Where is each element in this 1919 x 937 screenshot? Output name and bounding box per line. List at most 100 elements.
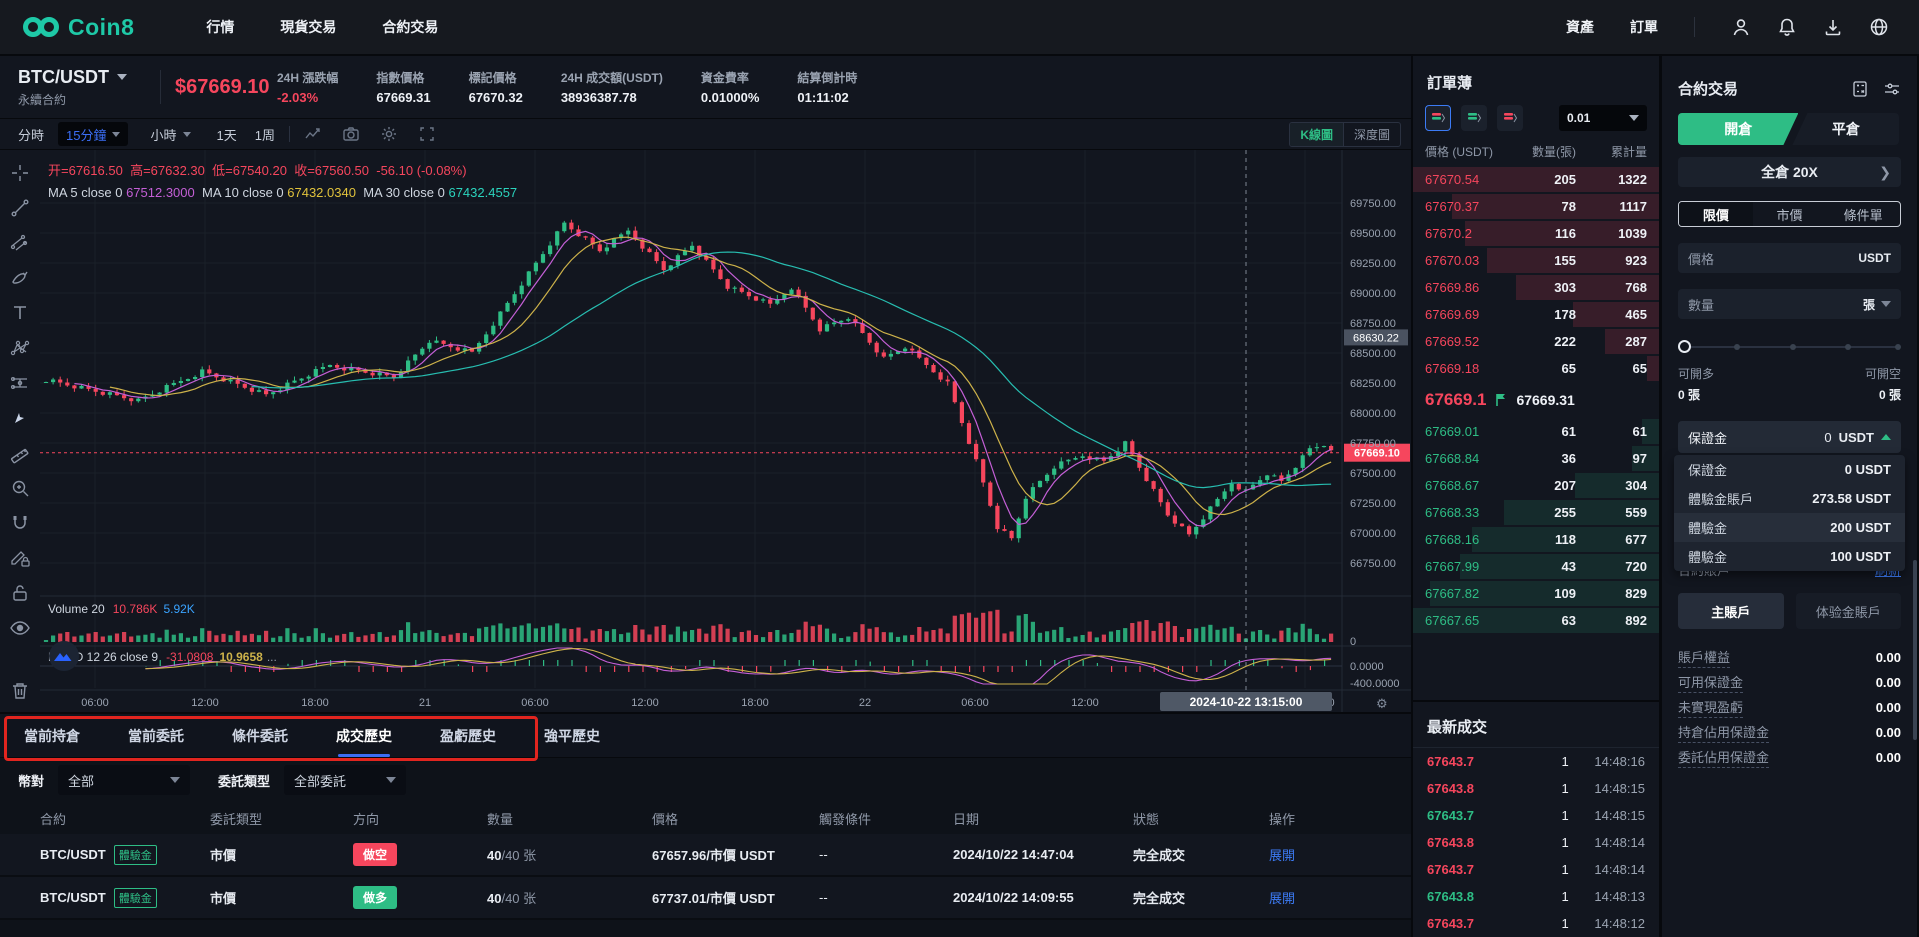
menu-item-futures[interactable]: 合約交易 bbox=[382, 19, 439, 35]
fullscreen-icon[interactable] bbox=[418, 125, 436, 143]
indicator-icon[interactable] bbox=[304, 125, 322, 143]
trendline-icon[interactable] bbox=[9, 197, 31, 219]
globe-icon[interactable] bbox=[1869, 17, 1889, 37]
close-position-tab[interactable]: 平倉 bbox=[1792, 113, 1900, 145]
quantity-slider[interactable] bbox=[1678, 340, 1901, 353]
quantity-input[interactable]: 數量 張 bbox=[1678, 289, 1901, 319]
open-position-tab[interactable]: 開倉 bbox=[1678, 113, 1798, 145]
settings-sliders-icon[interactable] bbox=[1883, 80, 1901, 98]
filter-type-select[interactable]: 全部委託 bbox=[284, 765, 407, 795]
orderbook-view-asks-button[interactable] bbox=[1497, 105, 1523, 131]
history-tab-當前委託[interactable]: 當前委託 bbox=[128, 727, 184, 744]
order-type-tab-條件單[interactable]: 條件單 bbox=[1843, 207, 1883, 223]
orderbook-bid-row[interactable]: 67668.67 207 304 bbox=[1413, 472, 1659, 499]
orderbook-bid-row[interactable]: 67669.01 61 61 bbox=[1413, 418, 1659, 445]
trade-row[interactable]: 67643.8 1 14:48:15 bbox=[1413, 775, 1659, 802]
orderbook-ask-row[interactable]: 67670.54 205 1322 bbox=[1413, 166, 1659, 193]
trade-row[interactable]: 67643.8 1 14:48:13 bbox=[1413, 883, 1659, 910]
history-tab-成交歷史[interactable]: 成交歷史 bbox=[312, 714, 416, 757]
channel-icon[interactable] bbox=[9, 232, 31, 254]
slider-dot[interactable] bbox=[1895, 344, 1901, 350]
text-icon[interactable] bbox=[9, 302, 31, 324]
orderbook-view-both-button[interactable] bbox=[1425, 105, 1451, 131]
orderbook-ask-row[interactable]: 67670.03 155 923 bbox=[1413, 247, 1659, 274]
menu-item-spot[interactable]: 現貨交易 bbox=[280, 19, 337, 35]
user-icon[interactable] bbox=[1731, 17, 1751, 37]
table-row[interactable]: BTC/USDT 體驗金 市價 做空 40/40 张 67657.96/市價 USDT --… bbox=[0, 834, 1411, 877]
trade-row[interactable]: 67643.8 1 14:48:14 bbox=[1413, 829, 1659, 856]
candlestick-chart[interactable]: 68630.22 67669.10 69750.00 69500.00 69250.00… bbox=[40, 150, 1411, 715]
orderbook-ask-row[interactable]: 67669.52 222 287 bbox=[1413, 328, 1659, 355]
long-short-position-icon[interactable] bbox=[9, 372, 31, 394]
timeframe-1d[interactable]: 1天 bbox=[216, 127, 237, 143]
ruler-icon[interactable] bbox=[9, 442, 31, 464]
orderbook-ask-row[interactable]: 67670.2 116 1039 bbox=[1413, 220, 1659, 247]
scrollbar-thumb[interactable] bbox=[1913, 560, 1917, 740]
eye-icon[interactable] bbox=[9, 617, 31, 639]
depth-view-button[interactable]: 深度圖 bbox=[1342, 122, 1400, 146]
lock-icon[interactable] bbox=[9, 582, 31, 604]
margin-account-select[interactable]: 保證金 0 USDT bbox=[1678, 421, 1901, 453]
leverage-selector[interactable]: 全倉 20X ❯ bbox=[1678, 157, 1901, 187]
camera-icon[interactable] bbox=[342, 125, 360, 143]
order-type-tab-限價[interactable]: 限價 bbox=[1679, 202, 1753, 226]
margin-option[interactable]: 體驗金 200 USDT bbox=[1674, 513, 1905, 542]
expand-link[interactable]: 展開 bbox=[1269, 848, 1296, 863]
drawing-lock-icon[interactable] bbox=[9, 547, 31, 569]
orderbook-bid-row[interactable]: 67667.82 109 829 bbox=[1413, 580, 1659, 607]
trade-row[interactable]: 67643.7 1 14:48:12 bbox=[1413, 910, 1659, 937]
slider-handle[interactable] bbox=[1678, 340, 1691, 353]
timeframe-minutes[interactable]: 分時 bbox=[18, 127, 45, 143]
orderbook-view-bids-button[interactable] bbox=[1461, 105, 1487, 131]
trade-row[interactable]: 67643.7 1 14:48:15 bbox=[1413, 802, 1659, 829]
expand-link[interactable]: 展開 bbox=[1269, 891, 1296, 906]
calculator-icon[interactable] bbox=[1851, 80, 1869, 98]
orderbook-bid-row[interactable]: 67667.65 63 892 bbox=[1413, 607, 1659, 634]
orderbook-bid-row[interactable]: 67668.84 36 97 bbox=[1413, 445, 1659, 472]
timeframe-1w[interactable]: 1周 bbox=[254, 127, 275, 143]
history-tab-條件委託[interactable]: 條件委託 bbox=[232, 727, 288, 744]
trade-row[interactable]: 67643.7 1 14:48:14 bbox=[1413, 856, 1659, 883]
orderbook-ask-row[interactable]: 67670.37 78 1117 bbox=[1413, 193, 1659, 220]
magnet-icon[interactable] bbox=[9, 512, 31, 534]
pair-selector[interactable]: BTC/USDT 永續合約 bbox=[18, 67, 146, 108]
orderbook-bid-row[interactable]: 67668.16 118 677 bbox=[1413, 526, 1659, 553]
crosshair-icon[interactable] bbox=[9, 162, 31, 184]
slider-dot[interactable] bbox=[1845, 344, 1852, 350]
main-account-tab[interactable]: 主賬戶 bbox=[1678, 593, 1784, 629]
coin8-logo[interactable]: Coin8 bbox=[22, 14, 134, 41]
download-icon[interactable] bbox=[1823, 17, 1843, 37]
history-tab-當前持倉[interactable]: 當前持倉 bbox=[24, 727, 80, 744]
orderbook-bid-row[interactable]: 67668.33 255 559 bbox=[1413, 499, 1659, 526]
table-row[interactable]: BTC/USDT 體驗金 市價 做多 40/40 张 67737.01/市價 USDT --… bbox=[0, 877, 1411, 920]
nav-orders-link[interactable]: 訂單 bbox=[1630, 19, 1658, 35]
nav-assets-link[interactable]: 資產 bbox=[1566, 19, 1594, 35]
history-tab-強平歷史[interactable]: 強平歷史 bbox=[544, 727, 600, 744]
zoom-in-icon[interactable] bbox=[9, 477, 31, 499]
order-type-tab-市價[interactable]: 市價 bbox=[1776, 207, 1803, 223]
price-input[interactable]: 價格 USDT bbox=[1678, 243, 1901, 273]
brush-icon[interactable] bbox=[9, 267, 31, 289]
orderbook-bid-row[interactable]: 67667.99 43 720 bbox=[1413, 553, 1659, 580]
timeframe-hour-dropdown[interactable]: 小時 bbox=[142, 122, 198, 146]
trash-icon[interactable] bbox=[9, 680, 31, 702]
orderbook-ask-row[interactable]: 67669.86 303 768 bbox=[1413, 274, 1659, 301]
history-tab-盈虧歷史[interactable]: 盈虧歷史 bbox=[440, 727, 496, 744]
margin-option[interactable]: 保證金 0 USDT bbox=[1674, 455, 1905, 484]
filter-pair-select[interactable]: 全部 bbox=[58, 765, 191, 795]
margin-option[interactable]: 體驗金 100 USDT bbox=[1674, 542, 1905, 571]
orderbook-ask-row[interactable]: 67669.18 65 65 bbox=[1413, 355, 1659, 382]
xabcd-pattern-icon[interactable] bbox=[9, 337, 31, 359]
trial-account-tab[interactable]: 体验金賬戶 bbox=[1795, 593, 1901, 629]
arrow-marker-icon[interactable] bbox=[9, 407, 31, 429]
slider-dot[interactable] bbox=[1733, 344, 1740, 350]
kline-view-button[interactable]: K線圖 bbox=[1290, 122, 1343, 146]
trade-row[interactable]: 67643.7 1 14:48:16 bbox=[1413, 748, 1659, 775]
orderbook-ask-row[interactable]: 67669.69 178 465 bbox=[1413, 301, 1659, 328]
menu-item-markets[interactable]: 行情 bbox=[206, 19, 235, 35]
orderbook-precision-select[interactable]: 0.01 bbox=[1559, 105, 1647, 131]
margin-option[interactable]: 體驗金賬戶 273.58 USDT bbox=[1674, 484, 1905, 513]
gear-icon[interactable] bbox=[380, 125, 398, 143]
timeframe-selected-dropdown[interactable]: 15分鐘 bbox=[58, 122, 129, 146]
bell-icon[interactable] bbox=[1777, 17, 1797, 37]
